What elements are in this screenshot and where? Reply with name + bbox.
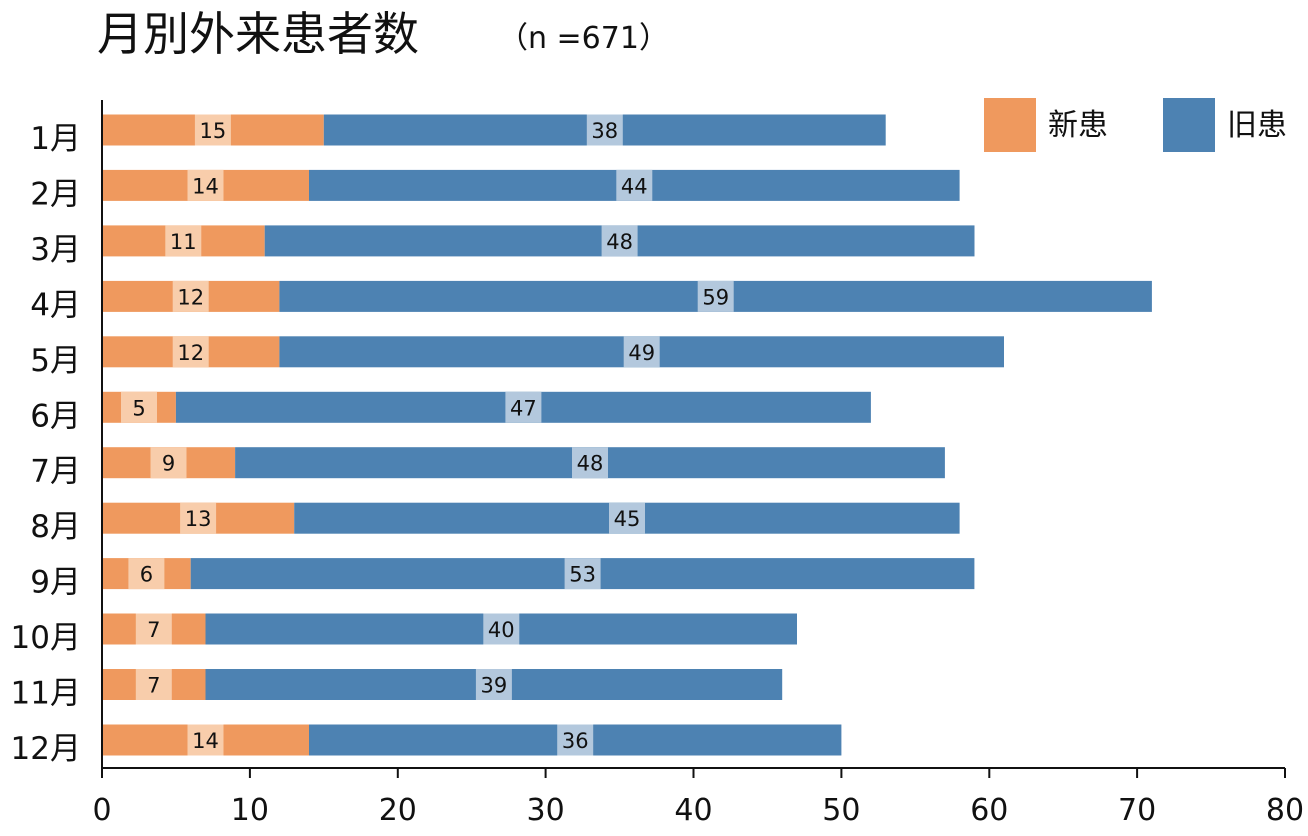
y-tick-label: 7月 bbox=[30, 454, 81, 490]
x-tick-label: 20 bbox=[379, 793, 417, 828]
y-tick-label: 11月 bbox=[11, 676, 81, 712]
data-label-background bbox=[128, 558, 165, 590]
y-tick-label: 2月 bbox=[30, 176, 81, 212]
data-label: 40 bbox=[488, 618, 515, 642]
data-label-background bbox=[609, 502, 645, 534]
data-label: 59 bbox=[702, 285, 729, 309]
data-label: 6 bbox=[140, 563, 153, 587]
data-label-background bbox=[194, 114, 231, 146]
data-label-background bbox=[483, 613, 520, 645]
data-label-background bbox=[172, 280, 209, 312]
data-label: 7 bbox=[147, 618, 160, 642]
x-tick-label: 70 bbox=[1118, 793, 1156, 828]
data-label-background bbox=[135, 669, 172, 700]
legend-label-new: 新患 bbox=[1048, 108, 1108, 143]
legend: 新患 旧患 bbox=[984, 98, 1287, 152]
data-label-background bbox=[697, 280, 734, 312]
data-label: 12 bbox=[177, 341, 204, 365]
x-tick-label: 10 bbox=[231, 793, 269, 828]
data-label: 13 bbox=[185, 507, 212, 531]
data-label-background bbox=[172, 336, 209, 368]
y-tick-label: 12月 bbox=[11, 731, 81, 767]
data-label-background bbox=[135, 613, 172, 645]
data-label: 11 bbox=[170, 230, 197, 254]
data-label: 15 bbox=[200, 119, 227, 143]
x-tick-label: 80 bbox=[1266, 793, 1304, 828]
data-label-background bbox=[505, 391, 542, 423]
x-tick-label: 0 bbox=[92, 793, 111, 828]
data-label-background bbox=[623, 336, 660, 368]
data-label-background bbox=[187, 724, 224, 756]
data-label: 53 bbox=[569, 563, 596, 587]
data-label: 49 bbox=[628, 341, 655, 365]
data-label: 48 bbox=[606, 230, 633, 254]
data-label-background bbox=[187, 169, 224, 201]
data-label: 9 bbox=[162, 452, 175, 476]
data-label-background bbox=[121, 391, 157, 423]
y-tick-label: 10月 bbox=[11, 620, 81, 656]
y-tick-label: 5月 bbox=[30, 343, 81, 379]
y-tick-label: 8月 bbox=[30, 509, 81, 545]
data-label-background bbox=[557, 724, 594, 756]
data-label-background bbox=[165, 225, 202, 257]
x-tick-label: 40 bbox=[674, 793, 712, 828]
data-label: 5 bbox=[132, 396, 145, 420]
x-tick-label: 60 bbox=[970, 793, 1008, 828]
bar-area: 15 38 14 44 11 48 12 59 12 49 5 47 9 48 13 45 6 53 7 40 7 39 1… bbox=[102, 114, 1152, 756]
data-label-background bbox=[150, 447, 187, 479]
data-label: 12 bbox=[177, 285, 204, 309]
y-tick-label: 6月 bbox=[30, 398, 81, 434]
x-tick-label: 50 bbox=[822, 793, 860, 828]
data-label: 47 bbox=[510, 396, 537, 420]
y-tick-label: 9月 bbox=[30, 565, 81, 601]
legend-swatch-new bbox=[984, 98, 1036, 152]
data-label-background bbox=[572, 447, 608, 479]
y-tick-label: 3月 bbox=[30, 232, 81, 268]
data-label: 14 bbox=[192, 729, 219, 753]
chart-subtitle: （n =671） bbox=[498, 21, 669, 56]
data-label: 14 bbox=[192, 174, 219, 198]
legend-label-returning: 旧患 bbox=[1227, 108, 1287, 143]
y-tick-label: 1月 bbox=[30, 121, 81, 157]
data-label: 38 bbox=[591, 119, 618, 143]
axes: 1月 2月 3月 4月 5月 6月 7月 8月 9月 10月 11月 12月 0 10 20 30 40 50 60… bbox=[11, 100, 1304, 828]
data-label-background bbox=[180, 502, 217, 534]
data-label-background bbox=[564, 558, 601, 590]
data-label: 45 bbox=[614, 507, 641, 531]
data-label-background bbox=[586, 114, 623, 146]
data-label: 39 bbox=[481, 674, 508, 698]
data-label-background bbox=[601, 225, 638, 257]
chart-title: 月別外来患者数 bbox=[97, 7, 419, 61]
data-label: 44 bbox=[621, 174, 648, 198]
data-label: 48 bbox=[577, 452, 604, 476]
y-tick-label: 4月 bbox=[30, 287, 81, 323]
data-label-background bbox=[475, 669, 512, 700]
legend-swatch-returning bbox=[1163, 98, 1215, 152]
data-label-background bbox=[616, 169, 653, 201]
data-label: 36 bbox=[562, 729, 589, 753]
data-label: 7 bbox=[147, 674, 160, 698]
x-tick-label: 30 bbox=[527, 793, 565, 828]
